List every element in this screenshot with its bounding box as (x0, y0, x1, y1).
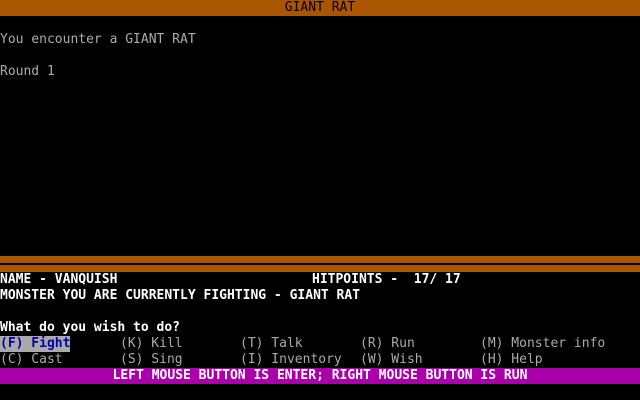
message-encounter: You encounter a GIANT RAT (0, 32, 196, 47)
option-fight[interactable]: (F) Fight (0, 336, 71, 352)
option-help[interactable]: (H) Help (480, 352, 543, 367)
option-kill[interactable]: (K) Kill (120, 336, 183, 351)
option-cast[interactable]: (C) Cast (0, 352, 63, 367)
option-run[interactable]: (R) Run (360, 336, 415, 351)
mouse-hint-bar: LEFT MOUSE BUTTON IS ENTER; RIGHT MOUSE … (0, 368, 640, 384)
option-monster-info[interactable]: (M) Monster info (480, 336, 606, 351)
title-bar: GIANT RAT (0, 0, 640, 16)
monster-status: MONSTER YOU ARE CURRENTLY FIGHTING - GIA… (0, 288, 361, 303)
option-sing[interactable]: (S) Sing (120, 352, 183, 367)
player-name: NAME - VANQUISH (0, 272, 118, 287)
action-prompt: What do you wish to do? (0, 320, 181, 335)
option-inventory[interactable]: (I) Inventory (240, 352, 342, 367)
option-talk[interactable]: (T) Talk (240, 336, 303, 351)
divider-bar (0, 256, 640, 272)
option-wish[interactable]: (W) Wish (360, 352, 423, 367)
message-round: Round 1 (0, 64, 55, 79)
hitpoints: HITPOINTS - 17/ 17 (312, 272, 461, 287)
